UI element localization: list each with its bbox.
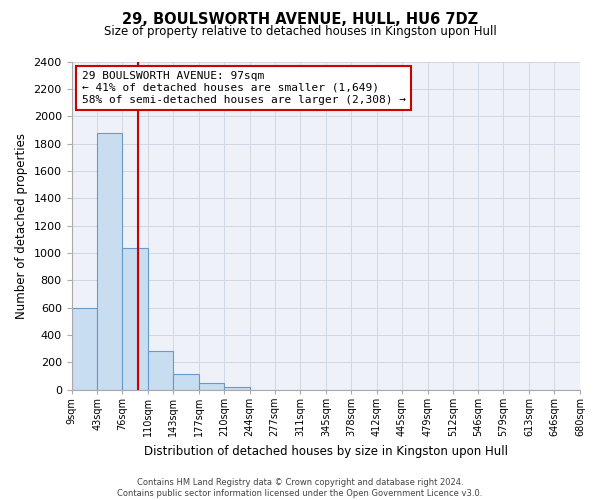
Y-axis label: Number of detached properties: Number of detached properties <box>15 132 28 318</box>
Text: 29 BOULSWORTH AVENUE: 97sqm
← 41% of detached houses are smaller (1,649)
58% of : 29 BOULSWORTH AVENUE: 97sqm ← 41% of det… <box>82 72 406 104</box>
Bar <box>173 374 199 390</box>
Bar <box>199 383 224 390</box>
Bar <box>71 308 97 390</box>
Text: 29, BOULSWORTH AVENUE, HULL, HU6 7DZ: 29, BOULSWORTH AVENUE, HULL, HU6 7DZ <box>122 12 478 28</box>
X-axis label: Distribution of detached houses by size in Kingston upon Hull: Distribution of detached houses by size … <box>144 444 508 458</box>
Text: Size of property relative to detached houses in Kingston upon Hull: Size of property relative to detached ho… <box>104 25 496 38</box>
Text: Contains HM Land Registry data © Crown copyright and database right 2024.
Contai: Contains HM Land Registry data © Crown c… <box>118 478 482 498</box>
Bar <box>224 387 250 390</box>
Bar <box>122 248 148 390</box>
Bar <box>148 352 173 390</box>
Bar <box>97 132 122 390</box>
